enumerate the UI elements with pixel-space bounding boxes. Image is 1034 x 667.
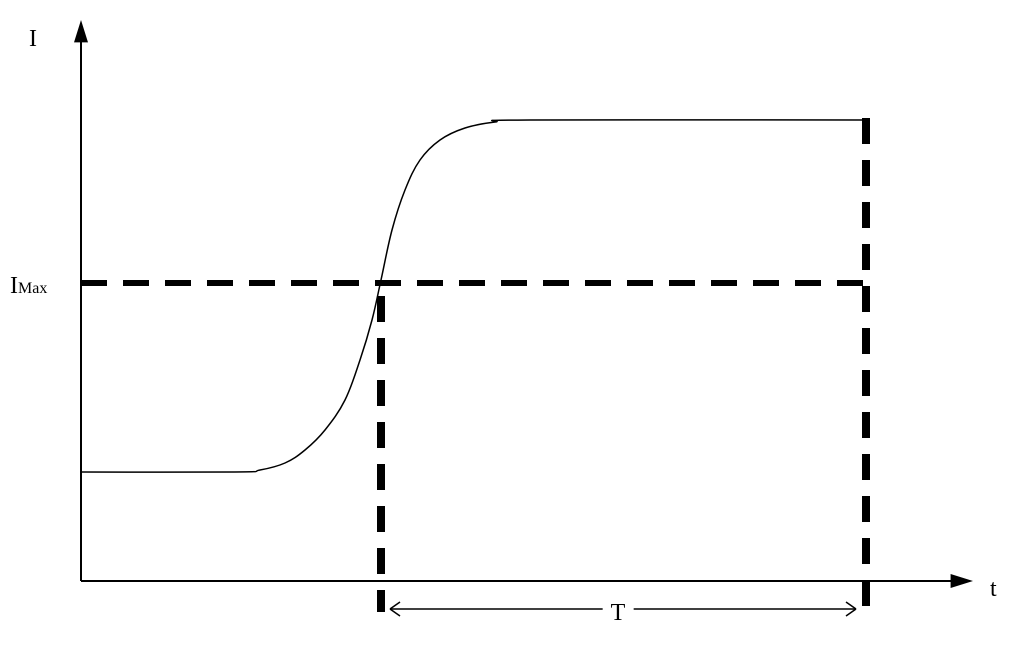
t-span-label: T (603, 600, 634, 627)
x-axis-label: t (990, 576, 997, 603)
chart-svg (0, 0, 1034, 667)
chart-figure: I t IMax T (0, 0, 1034, 667)
y-axis-label: I (29, 26, 37, 53)
imax-label: IMax (10, 273, 47, 300)
